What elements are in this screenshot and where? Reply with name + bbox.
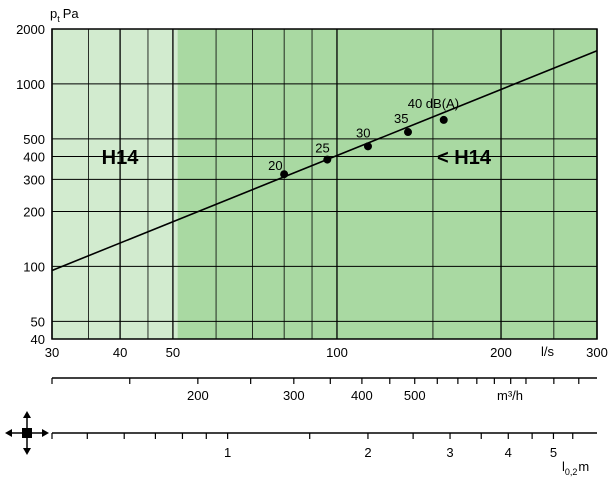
- data-point-2: [363, 142, 372, 151]
- x-axis-unit: l/s: [541, 344, 555, 359]
- region-label-bg-1: [429, 144, 499, 168]
- axis-m3h-tick-label: 300: [283, 388, 305, 403]
- y-tick-label: 200: [23, 204, 45, 219]
- data-point-label-2: 30: [356, 125, 370, 140]
- y-tick-label: 100: [23, 259, 45, 274]
- y-tick-label: 2000: [16, 22, 45, 37]
- y-tick-label: 400: [23, 150, 45, 165]
- x-tick-label: 50: [166, 345, 180, 360]
- secondary-axes: 200 300 400 500 1 2 3 4 5: [51, 377, 597, 460]
- axis-m3h-tick-label: 400: [351, 388, 373, 403]
- chart-grid: [51, 28, 598, 340]
- chart-regions: [52, 29, 597, 339]
- x-tick-label: 30: [45, 345, 59, 360]
- region-label-0: H14: [102, 147, 140, 169]
- x-tick-label: 40: [113, 345, 127, 360]
- axis-length-tick-label: 5: [550, 445, 557, 460]
- y-tick-label: 50: [31, 314, 45, 329]
- data-point-1: [323, 155, 332, 164]
- y-tick-label: 40: [31, 332, 45, 347]
- y-tick-label: 300: [23, 172, 45, 187]
- axis-length-tick-label: 3: [446, 445, 453, 460]
- axis-length-tick-label: 1: [224, 445, 231, 460]
- axis-length-tick-label: 2: [364, 445, 371, 460]
- data-point-label-0: 20: [268, 158, 282, 173]
- x-tick-label: 200: [490, 345, 512, 360]
- axis-length-tick-label: 4: [505, 445, 512, 460]
- region-1: [177, 29, 597, 339]
- data-point-label-1: 25: [315, 141, 329, 156]
- data-point-label-4: 40 dB(A): [408, 96, 459, 111]
- x-tick-label: 100: [326, 345, 348, 360]
- secondary-axis-unit-length: l0,2m: [562, 459, 589, 477]
- data-point-4: [439, 115, 448, 124]
- y-tick-label: 500: [23, 132, 45, 147]
- y-axis-label: pt Pa: [50, 6, 79, 24]
- axis-m3h-tick-label: 200: [187, 388, 209, 403]
- y-tick-label: 1000: [16, 77, 45, 92]
- plot-border: [51, 28, 598, 340]
- data-point-0: [280, 170, 289, 179]
- region-0: [52, 29, 178, 339]
- secondary-axis-unit-m3h: m³/h: [497, 388, 523, 403]
- data-point-label-3: 35: [394, 111, 408, 126]
- axis-m3h-tick-label: 500: [404, 388, 426, 403]
- flow-direction-icon: [5, 411, 49, 455]
- x-tick-label: 300: [586, 345, 608, 360]
- region-label-1: < H14: [437, 147, 492, 169]
- data-point-3: [404, 128, 413, 137]
